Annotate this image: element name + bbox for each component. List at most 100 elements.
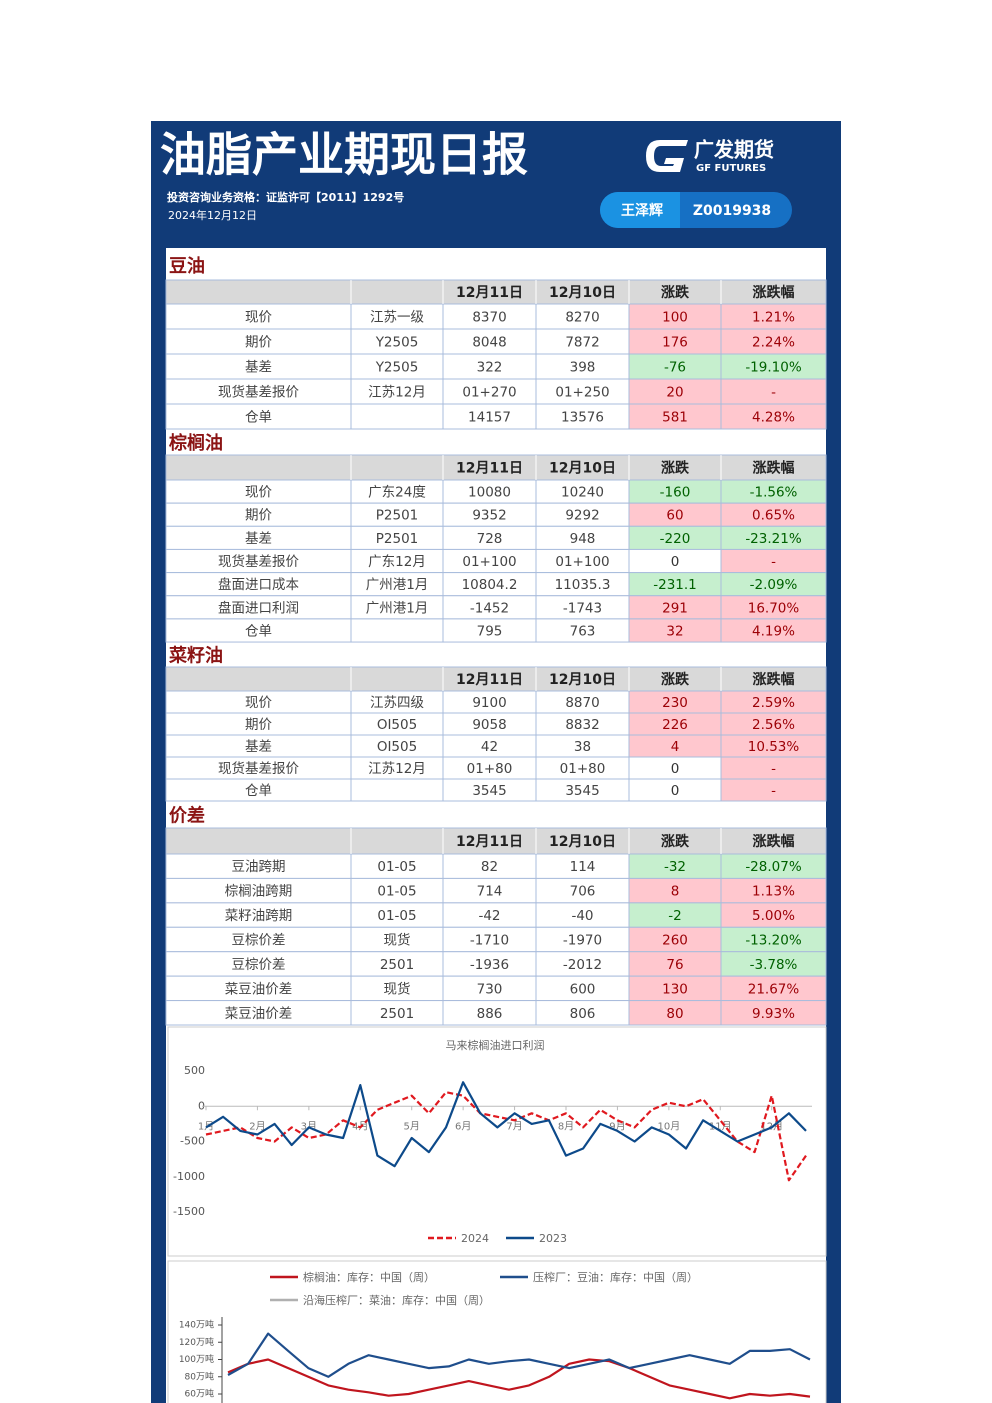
cell-text: 2.59% — [752, 695, 795, 711]
cell — [350, 403, 444, 430]
cell — [165, 853, 352, 879]
cell — [628, 1000, 722, 1026]
logo-cn: 广发期货 — [694, 138, 774, 162]
cell-text: -40 — [571, 908, 593, 924]
cell — [720, 303, 827, 330]
cell-text: 728 — [477, 531, 503, 547]
cell-text: 4 — [671, 739, 680, 755]
cell-text: 江苏12月 — [368, 385, 426, 401]
cell-text: 现价 — [245, 485, 272, 501]
x-tick-label: 6月 — [455, 1120, 471, 1132]
cell-text: 10240 — [561, 485, 604, 501]
cell-text: -231.1 — [653, 577, 697, 593]
cell — [720, 975, 827, 1002]
column-header: 12月11日 — [456, 285, 523, 301]
logo: 广发期货 GF FUTURES — [646, 138, 774, 174]
cell-text: OI505 — [377, 739, 417, 755]
series-line — [227, 1332, 811, 1378]
header-row — [165, 454, 827, 481]
cell-text: 3545 — [472, 783, 506, 799]
cell-text: 1.13% — [752, 884, 795, 900]
cell-text: 1.21% — [752, 310, 795, 326]
cell-text: 现货基差报价 — [218, 384, 299, 401]
cell — [165, 951, 352, 977]
chart-title: 马来棕榈油进口利润 — [446, 1038, 545, 1052]
cell-text: 763 — [570, 623, 596, 639]
cell-text: 2501 — [380, 1006, 414, 1022]
cell — [442, 353, 537, 380]
cell-text: 现价 — [245, 695, 272, 711]
cell-text: -28.07% — [745, 859, 802, 875]
section-title: 价差 — [169, 805, 205, 827]
cell-text: 176 — [662, 335, 688, 351]
cell-text: -1452 — [470, 600, 509, 616]
cell-text: 8270 — [565, 310, 599, 326]
cell-text: 江苏12月 — [368, 761, 426, 777]
cell-text: 948 — [570, 531, 596, 547]
cell-text: 豆棕价差 — [232, 933, 286, 949]
cell-text: -42 — [478, 908, 500, 924]
cell — [350, 853, 444, 879]
cell-text: 60 — [666, 508, 683, 524]
cell — [628, 902, 722, 928]
cell-text: 10804.2 — [462, 577, 518, 593]
cell-text: 82 — [481, 859, 498, 875]
header-row — [165, 279, 827, 305]
column-header: 涨跌 — [661, 672, 690, 688]
column-header: 涨跌幅 — [753, 460, 795, 477]
cell — [535, 353, 630, 380]
cell — [535, 403, 630, 430]
x-tick-label: 8月 — [558, 1120, 574, 1132]
cell-text: 01+100 — [462, 554, 516, 570]
cell-text: -1936 — [470, 957, 509, 973]
y-tick-label: -500 — [180, 1135, 205, 1148]
cell-text: 795 — [477, 623, 503, 639]
cell — [350, 353, 444, 380]
section-title: 豆油 — [169, 255, 205, 277]
cell-text: 广州港1月 — [366, 600, 429, 616]
cell-text: 9058 — [472, 717, 506, 733]
cell-text: P2501 — [376, 531, 419, 547]
cell-text: 0.65% — [752, 508, 795, 524]
x-tick-label: 7月 — [506, 1120, 522, 1132]
cell-text: 豆油跨期 — [232, 859, 286, 875]
cell-text: 600 — [570, 981, 596, 997]
column-header: 12月10日 — [549, 834, 616, 850]
report-date: 2024年12月12日 — [168, 208, 257, 222]
series-line — [227, 1358, 811, 1400]
cell-text: 581 — [662, 410, 688, 426]
cell-text: 基差 — [245, 530, 272, 547]
cell-text: 现货 — [384, 980, 411, 997]
chart-frame — [167, 1260, 827, 1403]
cell-text: 730 — [477, 981, 503, 997]
cell-text: -2.09% — [750, 577, 798, 593]
cell — [720, 328, 827, 355]
cell-text: 100 — [662, 310, 688, 326]
x-tick-label: 10月 — [657, 1120, 680, 1132]
cell — [442, 975, 537, 1002]
cell-text: 01-05 — [377, 908, 416, 924]
cell-text: -1743 — [563, 600, 602, 616]
cell-text: 江苏一级 — [370, 310, 424, 326]
column-header: 涨跌 — [661, 461, 690, 477]
cell-text: 0 — [671, 783, 680, 799]
cell-text: 5.00% — [752, 908, 795, 924]
cell-text: 9.93% — [752, 1006, 795, 1022]
cell-text: -1970 — [563, 933, 602, 949]
analyst: 王泽辉 — [621, 203, 663, 219]
cell — [535, 951, 630, 977]
cell — [720, 853, 827, 879]
column-header: 12月11日 — [456, 834, 523, 850]
cell — [442, 951, 537, 977]
cell — [165, 975, 352, 1002]
cell-text: 130 — [662, 981, 688, 997]
cell — [720, 378, 827, 405]
cell — [628, 926, 722, 953]
legend-label: 2024 — [461, 1232, 489, 1245]
cell-text: 菜豆油价差 — [225, 981, 293, 997]
cell — [535, 902, 630, 928]
cell-text: 01-05 — [377, 884, 416, 900]
cell-text: 80 — [666, 1006, 683, 1022]
